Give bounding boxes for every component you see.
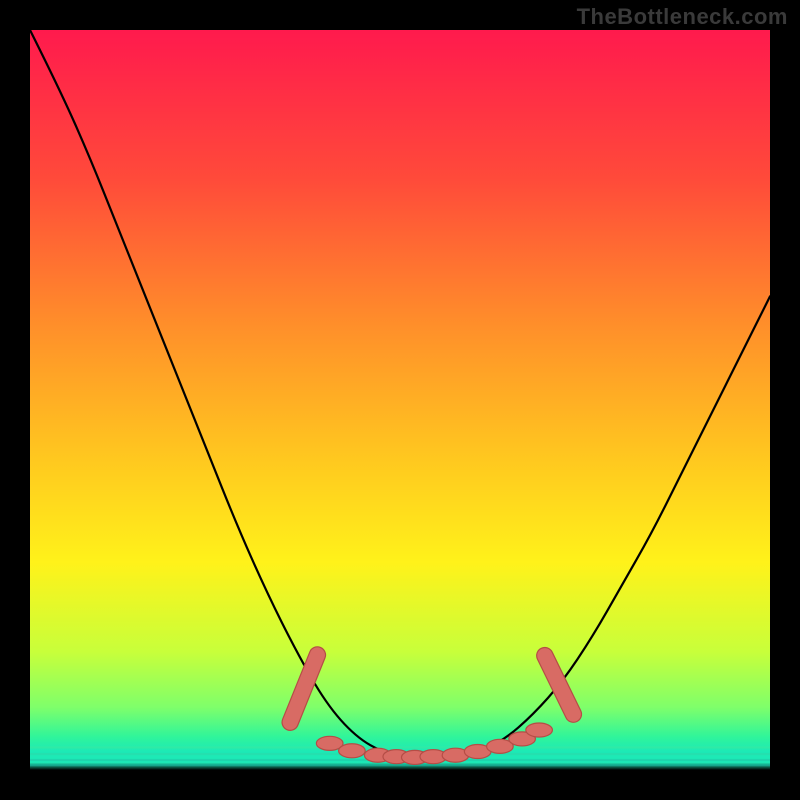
curve-marker-dot [339, 744, 366, 758]
watermark-text: TheBottleneck.com [577, 4, 788, 30]
curve-marker-dot [526, 723, 553, 737]
chart-container: TheBottleneck.com [0, 0, 800, 800]
chart-background [30, 30, 770, 770]
plot-area [30, 30, 770, 770]
bottleneck-chart [30, 30, 770, 770]
